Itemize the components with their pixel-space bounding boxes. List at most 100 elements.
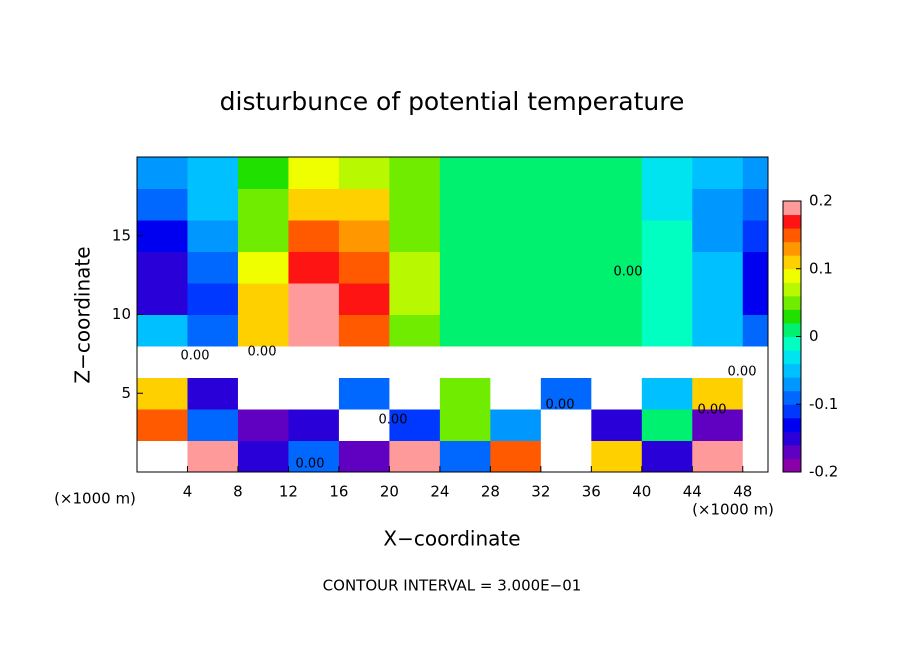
contour-cell	[742, 377, 769, 410]
colorbar-swatch	[783, 431, 801, 446]
contour-cell	[490, 440, 542, 473]
contour-cell	[439, 409, 491, 441]
contour-cell	[540, 377, 592, 410]
contour-cell	[187, 220, 239, 252]
contour-cell	[338, 346, 390, 378]
contour-cell	[237, 283, 289, 315]
contour-cell	[591, 188, 643, 221]
contour-cell	[540, 157, 592, 189]
colorbar-swatch	[783, 201, 801, 216]
contour-cell	[137, 188, 188, 221]
colorbar-swatch	[783, 458, 801, 473]
contour-label: 0.00	[181, 349, 210, 364]
x-axis-label: X−coordinate	[383, 527, 520, 551]
contour-cell	[389, 283, 441, 315]
contour-cell	[692, 157, 744, 189]
contour-cell	[490, 377, 542, 410]
contour-cell	[187, 157, 239, 189]
contour-cell	[338, 440, 390, 473]
contour-cell	[237, 440, 289, 473]
contour-cell	[137, 283, 188, 315]
contour-cell	[641, 346, 693, 378]
contour-cell	[338, 188, 390, 221]
contour-cell	[692, 220, 744, 252]
x-tick-label: 8	[233, 483, 243, 501]
contour-cell	[338, 409, 390, 441]
x-tick-label: 28	[481, 483, 500, 501]
contour-cell	[490, 157, 542, 189]
colorbar-swatch	[783, 363, 801, 378]
contour-cell	[137, 314, 188, 347]
y-tick-label: 5	[121, 384, 131, 402]
contour-cell	[490, 188, 542, 221]
colorbar-swatch	[783, 322, 801, 337]
contour-cell	[490, 314, 542, 347]
contour-cell	[540, 346, 592, 378]
contour-cell	[288, 377, 340, 410]
contour-cell	[439, 440, 491, 473]
contour-label: 0.00	[379, 413, 408, 428]
contour-cell	[591, 409, 643, 441]
colorbar-swatch	[783, 390, 801, 405]
colorbar-swatch	[783, 336, 801, 351]
x-tick-label: 4	[183, 483, 193, 501]
contour-cell	[641, 251, 693, 284]
contour-cell	[439, 377, 491, 410]
contour-cell	[288, 251, 340, 284]
contour-cell	[338, 157, 390, 189]
contour-cell	[439, 283, 491, 315]
colorbar-tick-label: 0.1	[809, 259, 833, 277]
contour-cell	[692, 283, 744, 315]
contour-cell	[439, 157, 491, 189]
contour-cell	[692, 188, 744, 221]
footer-note: CONTOUR INTERVAL = 3.000E−01	[323, 577, 582, 595]
contour-cell	[187, 440, 239, 473]
contour-cell	[540, 220, 592, 252]
x-tick-label: 24	[430, 483, 449, 501]
contour-cell	[591, 314, 643, 347]
contour-cell	[591, 440, 643, 473]
contour-label: 0.00	[698, 403, 727, 418]
contour-cell	[540, 188, 592, 221]
contour-cell	[389, 220, 441, 252]
x-tick-label: 32	[531, 483, 550, 501]
colorbar-swatch	[783, 282, 801, 297]
contour-cell	[692, 440, 744, 473]
contour-cell	[692, 314, 744, 347]
contour-cell	[237, 157, 289, 189]
contour-cell	[187, 251, 239, 284]
colorbar-swatch	[783, 417, 801, 432]
x-tick-label: 44	[683, 483, 702, 501]
contour-cell	[641, 188, 693, 221]
colorbar-swatch	[783, 241, 801, 256]
colorbar-tick-label: -0.1	[809, 395, 838, 413]
contour-cell	[742, 409, 769, 441]
contour-cell	[288, 188, 340, 221]
contour-cell	[338, 283, 390, 315]
contour-cell	[742, 251, 769, 284]
x-unit-label: (×1000 m)	[692, 501, 774, 519]
contour-cell	[641, 377, 693, 410]
contour-cell	[490, 220, 542, 252]
contour-cell	[288, 157, 340, 189]
contour-cell	[641, 314, 693, 347]
contour-cell	[389, 440, 441, 473]
contour-cell	[490, 346, 542, 378]
contour-cell	[692, 251, 744, 284]
contour-cell	[591, 283, 643, 315]
contour-label: 0.00	[546, 398, 575, 413]
contour-cell	[338, 377, 390, 410]
contour-cell	[187, 314, 239, 347]
contour-cell	[641, 409, 693, 441]
contour-cell	[288, 220, 340, 252]
contour-cell	[540, 251, 592, 284]
contour-cell	[641, 440, 693, 473]
contour-cell	[641, 220, 693, 252]
contour-cell	[540, 440, 592, 473]
colorbar-swatch	[783, 214, 801, 229]
contour-cell	[338, 314, 390, 347]
contour-cell	[137, 377, 188, 410]
contour-cell	[692, 377, 744, 410]
contour-cell	[389, 188, 441, 221]
